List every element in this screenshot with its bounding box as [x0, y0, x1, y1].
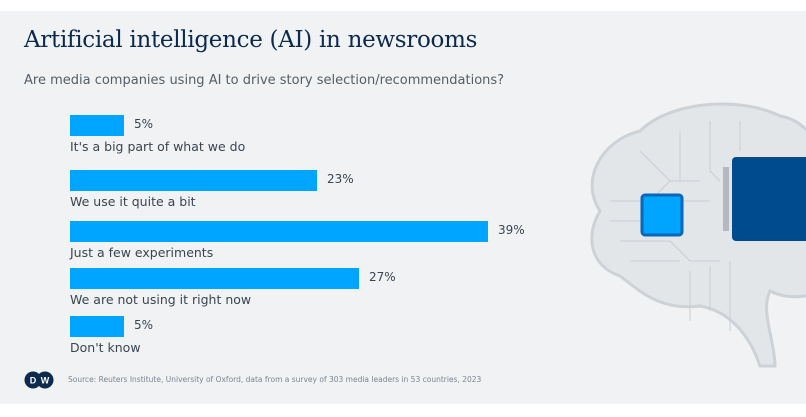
svg-text:W: W [41, 376, 50, 386]
svg-text:D: D [30, 376, 37, 386]
category-label: We use it quite a bit [70, 194, 196, 209]
bar [70, 221, 488, 242]
large-chip-icon [732, 157, 806, 241]
dw-logo: D W [24, 371, 54, 389]
value-label: 5% [134, 117, 154, 131]
category-label: We are not using it right now [70, 292, 252, 307]
category-label: It's a big part of what we do [70, 139, 246, 154]
value-label: 5% [134, 318, 154, 332]
bar [70, 268, 359, 289]
category-label: Just a few experiments [70, 245, 214, 260]
source-note: Source: Reuters Institute, University of… [68, 375, 482, 384]
chart-panel: Artificial intelligence (AI) in newsroom… [0, 11, 806, 404]
chart-title: Artificial intelligence (AI) in newsroom… [24, 27, 478, 53]
bar [70, 115, 124, 136]
category-label: Don't know [70, 340, 141, 355]
bar [70, 316, 124, 337]
chart-subtitle: Are media companies using AI to drive st… [24, 73, 505, 88]
bar [70, 170, 317, 191]
value-label: 39% [498, 223, 525, 237]
brain-circuit-illustration [590, 102, 806, 368]
value-label: 27% [369, 270, 396, 284]
value-label: 23% [327, 172, 354, 186]
small-chip-icon [640, 193, 684, 237]
